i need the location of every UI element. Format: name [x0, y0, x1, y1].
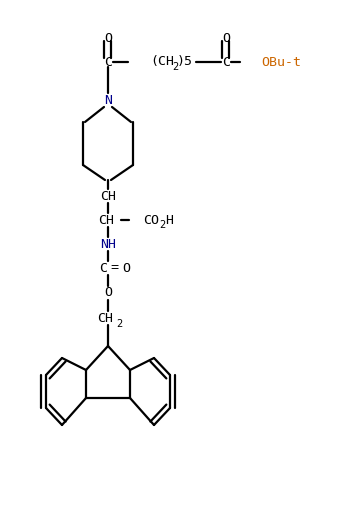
Text: O: O	[104, 287, 112, 299]
Text: H: H	[165, 213, 173, 227]
Text: C: C	[99, 261, 107, 275]
Text: O: O	[122, 261, 130, 275]
Text: CH: CH	[97, 311, 113, 325]
Text: CO: CO	[143, 213, 159, 227]
Text: CH: CH	[98, 213, 114, 227]
Text: NH: NH	[100, 238, 116, 250]
Text: OBu-t: OBu-t	[261, 55, 301, 69]
Text: C: C	[222, 55, 230, 69]
Text: (CH: (CH	[150, 55, 174, 69]
Text: =: =	[110, 261, 118, 275]
Text: )5: )5	[177, 55, 193, 69]
Text: N: N	[104, 93, 112, 106]
Text: O: O	[104, 32, 112, 44]
Text: CH: CH	[100, 190, 116, 202]
Text: 2: 2	[159, 220, 165, 230]
Text: 2: 2	[116, 319, 122, 329]
Text: 2: 2	[172, 62, 178, 72]
Text: C: C	[104, 55, 112, 69]
Text: O: O	[222, 32, 230, 44]
